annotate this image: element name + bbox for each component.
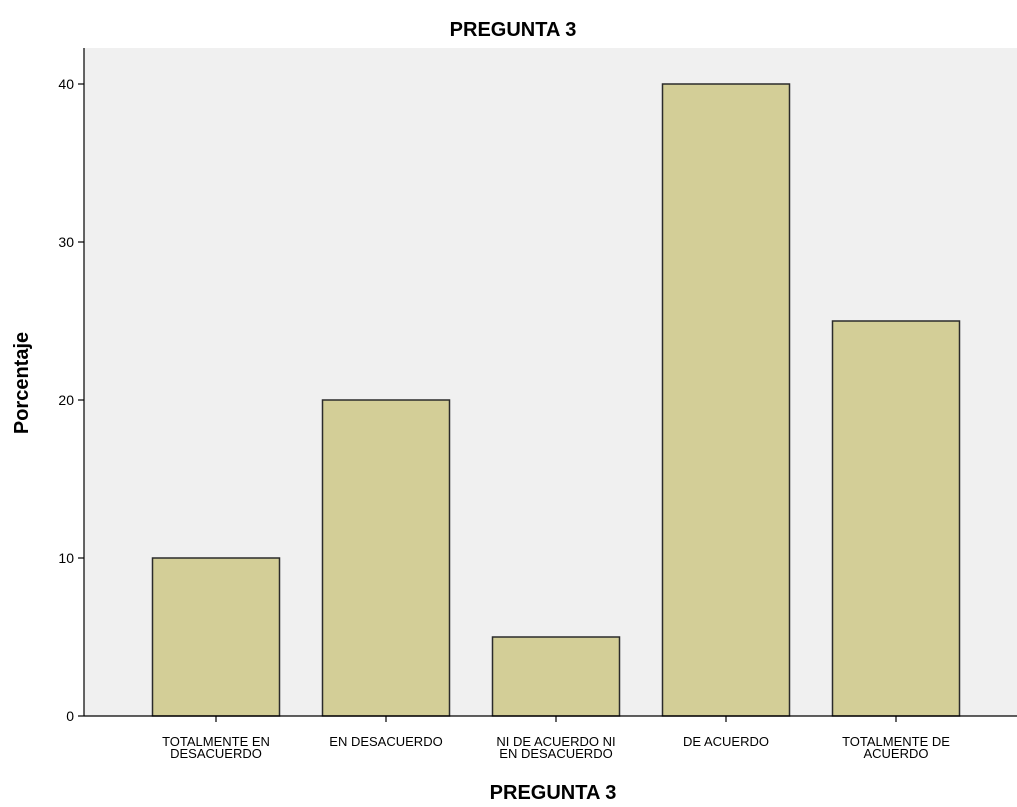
y-tick-label: 20 [58,392,74,408]
y-tick-label: 30 [58,234,74,250]
bar-5 [831,320,961,717]
y-axis-ticks: 0 10 20 30 40 [58,76,84,724]
x-tick-label: EN DESACUERDO [329,734,442,749]
bar-3 [491,636,621,717]
bar-4 [661,83,791,717]
y-tick-label: 0 [66,708,74,724]
x-tick-label: NI DE ACUERDO NI [496,734,615,749]
x-tick-label: DESACUERDO [170,746,262,761]
x-axis-title: PREGUNTA 3 [490,782,617,804]
y-tick-label: 40 [58,76,74,92]
y-tick-label: 10 [58,550,74,566]
y-axis-title: Porcentaje [11,332,33,434]
bar-2 [321,399,451,717]
bars-group [151,83,961,717]
x-tick-label: ACUERDO [863,746,928,761]
bar-1 [151,557,281,717]
chart-title: PREGUNTA 3 [450,19,577,41]
x-tick-label: EN DESACUERDO [499,746,612,761]
x-tick-label: TOTALMENTE DE [842,734,950,749]
x-tick-label: DE ACUERDO [683,734,769,749]
x-tick-label: TOTALMENTE EN [162,734,270,749]
